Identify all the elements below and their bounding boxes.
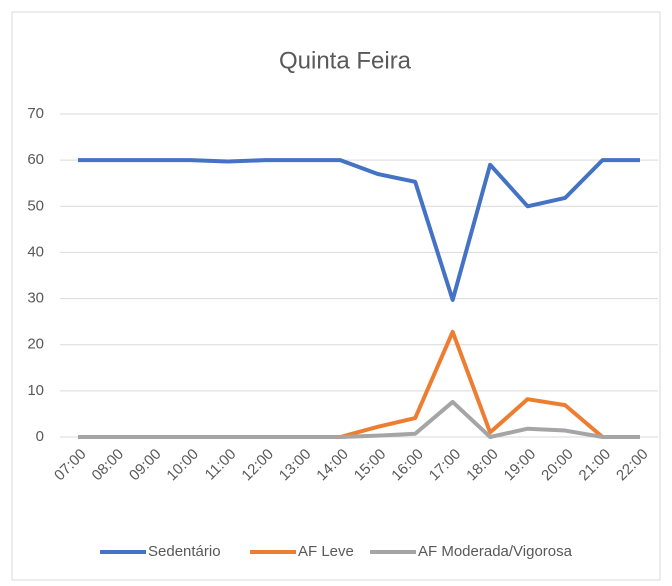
y-tick-label: 40 <box>27 243 44 260</box>
y-tick-label: 20 <box>27 336 44 353</box>
series-line <box>78 158 640 302</box>
y-tick-label: 60 <box>27 151 44 168</box>
y-tick-label: 0 <box>36 428 44 445</box>
series-line <box>78 399 640 439</box>
y-tick-label: 70 <box>27 105 44 122</box>
chart-title: Quinta Feira <box>279 47 412 74</box>
y-tick-label: 50 <box>27 197 44 214</box>
y-tick-label: 10 <box>27 382 44 399</box>
chart-frame <box>11 11 661 581</box>
legend-label: Sedentário <box>148 543 221 560</box>
y-tick-label: 30 <box>27 290 44 307</box>
legend-label: AF Moderada/Vigorosa <box>418 543 573 560</box>
legend-label: AF Leve <box>298 543 354 560</box>
